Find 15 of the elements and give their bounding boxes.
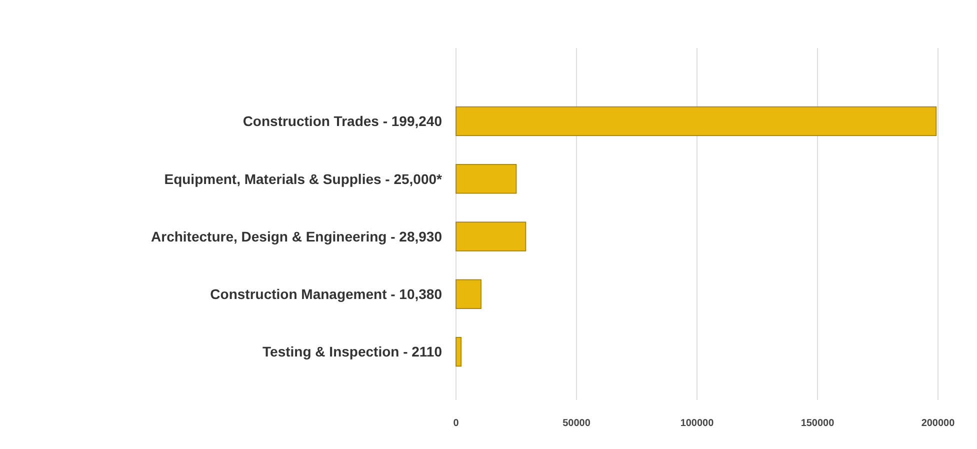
y-tick-label: Architecture, Design & Engineering - 28,930: [151, 228, 442, 244]
x-tick-label: 0: [453, 418, 460, 429]
bar: [456, 279, 482, 309]
y-tick-label: Equipment, Materials & Supplies - 25,000*: [164, 170, 443, 187]
x-tick-label: 200000: [921, 418, 956, 429]
x-tick-label: 150000: [800, 418, 835, 429]
y-tick-label: Construction Management - 10,380: [210, 286, 442, 302]
y-tick-label: Testing & Inspection - 2110: [262, 344, 442, 360]
bar: [456, 106, 937, 136]
x-tick-label: 50000: [562, 418, 591, 429]
y-tick-label: Construction Trades - 199,240: [242, 113, 442, 130]
x-tick-label: 100000: [680, 418, 714, 429]
bar: [456, 164, 517, 194]
bar: [456, 336, 462, 367]
bar: [456, 222, 526, 252]
